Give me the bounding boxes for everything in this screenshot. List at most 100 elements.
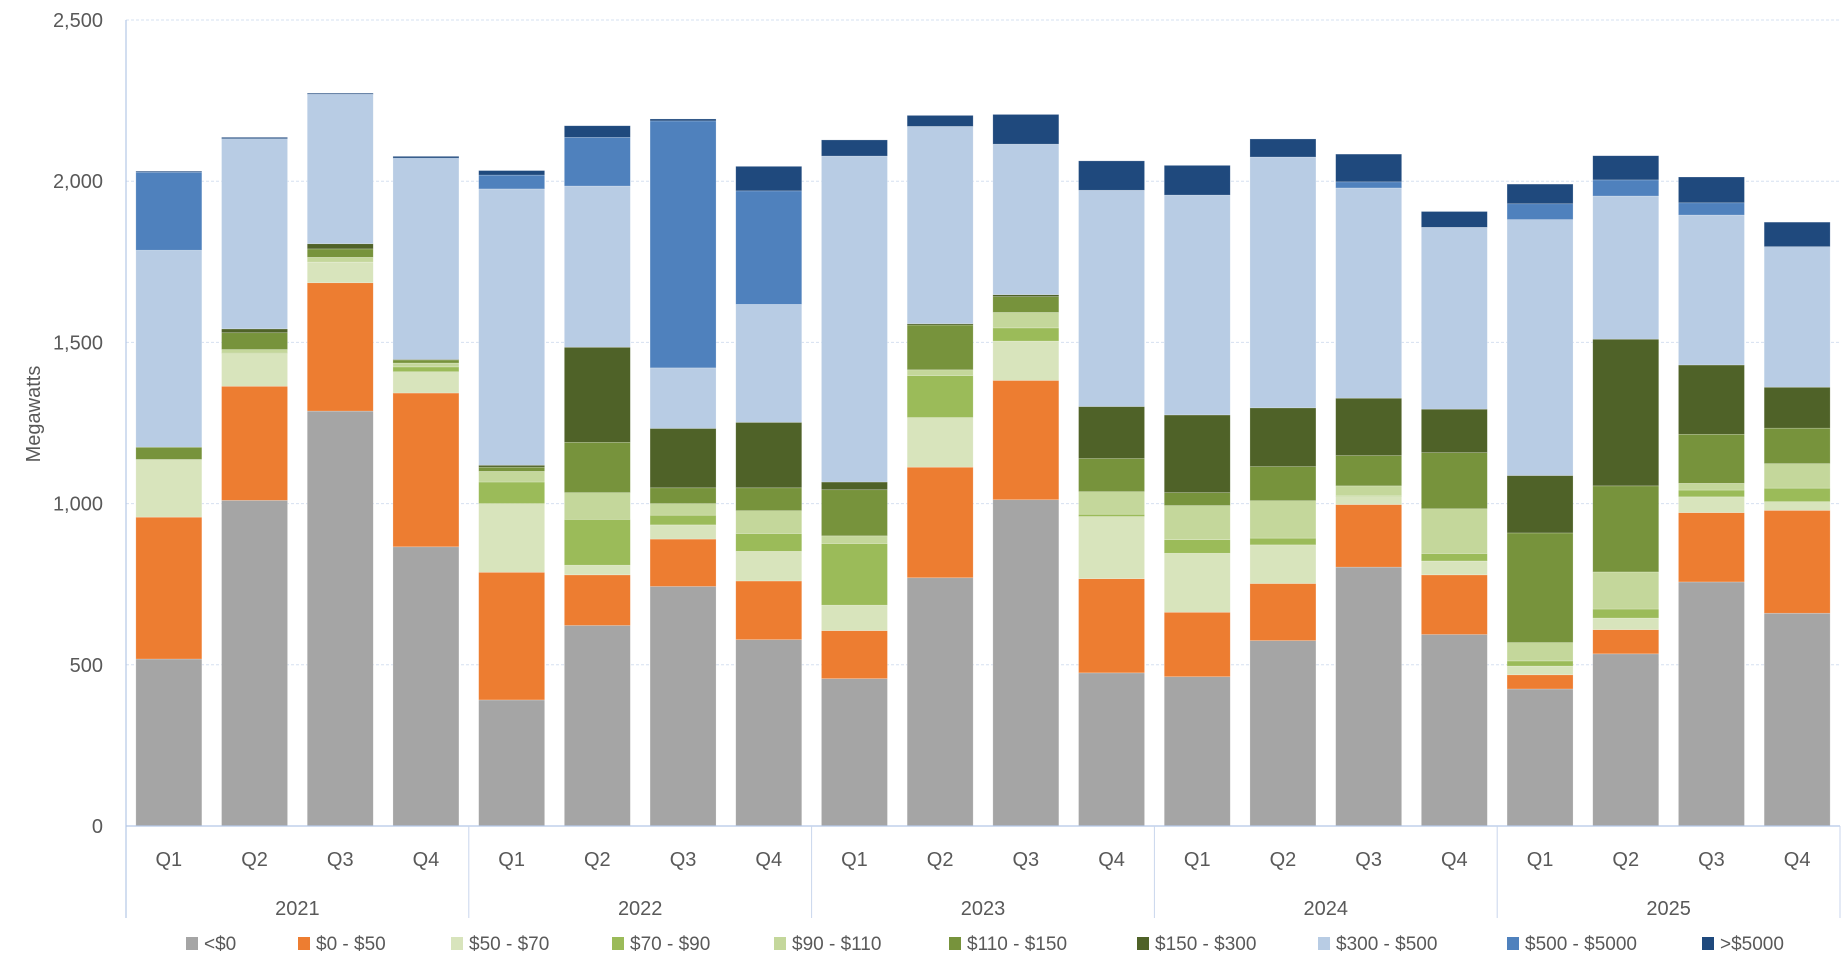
bar-segment-0 bbox=[1678, 581, 1745, 827]
bar-segment-1 bbox=[1335, 504, 1402, 568]
x-tick-label: Q1 bbox=[498, 849, 525, 871]
bar-segment-3 bbox=[906, 375, 974, 418]
legend-label: $150 - $300 bbox=[1155, 934, 1256, 955]
bar-segment-0 bbox=[906, 577, 974, 827]
bar-segment-8 bbox=[1506, 203, 1574, 220]
bar-segment-5 bbox=[392, 359, 460, 364]
bar-segment-8 bbox=[135, 171, 203, 251]
x-tick-label: Q2 bbox=[241, 849, 268, 871]
bar-segment-6 bbox=[1335, 397, 1402, 456]
bar-segment-2 bbox=[1078, 516, 1145, 580]
bar-segment-2 bbox=[1763, 501, 1831, 511]
bar-segment-0 bbox=[1763, 612, 1831, 827]
bar-segment-3 bbox=[1763, 487, 1831, 502]
legend-swatch bbox=[1137, 937, 1149, 950]
bar-segment-7 bbox=[1335, 187, 1402, 399]
legend-label: >$5000 bbox=[1720, 934, 1784, 955]
bar-segment-0 bbox=[1078, 672, 1145, 827]
bar-segment-6 bbox=[1421, 408, 1488, 453]
bar-segment-2 bbox=[1335, 496, 1402, 505]
bar-segment-0 bbox=[564, 625, 631, 827]
bar-segment-4 bbox=[1506, 642, 1574, 662]
bar-segment-7 bbox=[1592, 195, 1660, 340]
bar-segment-4 bbox=[649, 503, 717, 516]
x-tick-label: Q1 bbox=[156, 849, 183, 871]
bar-segment-0 bbox=[821, 678, 888, 827]
bar-segment-7 bbox=[821, 155, 888, 483]
bar-segment-7 bbox=[1506, 219, 1574, 476]
bar-segment-3 bbox=[392, 366, 460, 373]
bar-segment-6 bbox=[306, 243, 374, 250]
legend-item: $50 - $70 bbox=[451, 934, 549, 955]
bar-segment-4 bbox=[1335, 485, 1402, 497]
legend-item: $70 - $90 bbox=[612, 934, 710, 955]
bar-segment-1 bbox=[221, 385, 288, 501]
legend-label: $300 - $500 bbox=[1336, 934, 1437, 955]
x-tick-label: Q4 bbox=[413, 849, 440, 871]
bar-segment-4 bbox=[1249, 500, 1317, 539]
legend-item: $300 - $500 bbox=[1318, 934, 1437, 955]
bar-segment-6 bbox=[1249, 407, 1317, 467]
bar-segment-9 bbox=[478, 170, 545, 176]
bar-segment-5 bbox=[821, 489, 888, 537]
bar-segment-3 bbox=[1163, 539, 1231, 554]
bar-segment-5 bbox=[906, 324, 974, 371]
bar-segment-1 bbox=[821, 630, 888, 679]
bar-segment-9 bbox=[306, 92, 374, 95]
bar-segment-0 bbox=[1335, 566, 1402, 827]
x-group-label: 2021 bbox=[275, 898, 320, 920]
bar-segment-1 bbox=[735, 580, 803, 640]
bar-segment-4 bbox=[821, 535, 888, 544]
bar-segment-5 bbox=[1763, 427, 1831, 464]
bar-segment-7 bbox=[1163, 194, 1231, 416]
x-axis: Q1 Q2 Q3 Q4 2021 Q1 Q2 Q3 Q4 2022 Q1 Q2 Q3 Q4 2023 Q1 Q2… bbox=[125, 20, 1841, 920]
bar-segment-4 bbox=[1592, 571, 1660, 610]
y-tick-label: 2,500 bbox=[53, 10, 103, 32]
bar-segment-7 bbox=[1078, 189, 1145, 407]
bar-segment-9 bbox=[649, 118, 717, 122]
bar-segment-9 bbox=[735, 166, 803, 192]
bar-segment-5 bbox=[478, 466, 545, 472]
bar-segment-7 bbox=[1763, 246, 1831, 388]
bar-segment-1 bbox=[564, 574, 631, 626]
bar-segment-0 bbox=[649, 586, 717, 827]
y-tick-label: 1,500 bbox=[53, 332, 103, 354]
legend-label: $110 - $150 bbox=[967, 934, 1067, 955]
legend-item: >$5000 bbox=[1702, 934, 1784, 955]
bar-segment-6 bbox=[1506, 475, 1574, 534]
bar-segment-6 bbox=[221, 328, 288, 334]
legend-label: <$0 bbox=[204, 934, 236, 955]
bar-segment-3 bbox=[1078, 513, 1145, 517]
bar-segment-4 bbox=[564, 492, 631, 520]
bar-segment-0 bbox=[1163, 676, 1231, 827]
bar-segment-9 bbox=[1592, 155, 1660, 181]
bar-segment-1 bbox=[1592, 629, 1660, 655]
x-group-label: 2024 bbox=[1304, 898, 1349, 920]
bar-segment-7 bbox=[392, 158, 460, 360]
bar-segment-5 bbox=[135, 446, 203, 460]
bar-segment-1 bbox=[135, 516, 203, 660]
bar-segment-2 bbox=[992, 340, 1060, 381]
legend-item: $150 - $300 bbox=[1137, 934, 1256, 955]
legend-item: <$0 bbox=[186, 934, 236, 955]
bar-segment-7 bbox=[478, 188, 545, 466]
bar-segment-0 bbox=[1592, 653, 1660, 827]
bar-segment-0 bbox=[135, 658, 203, 827]
bar-segment-7 bbox=[1249, 156, 1317, 409]
x-tick-label: Q2 bbox=[927, 849, 954, 871]
bar-segment-1 bbox=[1163, 611, 1231, 678]
bar-segment-9 bbox=[1335, 153, 1402, 183]
bar-segment-9 bbox=[1506, 183, 1574, 205]
bar-segment-2 bbox=[564, 564, 631, 576]
bar-segment-5 bbox=[1421, 452, 1488, 510]
legend-item: $110 - $150 bbox=[949, 934, 1067, 955]
legend-item: $90 - $110 bbox=[774, 934, 881, 955]
bar-segment-0 bbox=[992, 499, 1060, 827]
bar-segment-2 bbox=[221, 353, 288, 387]
x-tick-label: Q4 bbox=[1441, 849, 1468, 871]
bar-segment-9 bbox=[821, 139, 888, 157]
bar-segment-4 bbox=[221, 349, 288, 353]
bar-segment-7 bbox=[992, 143, 1060, 295]
bar-segment-2 bbox=[1506, 665, 1574, 676]
bar-segment-9 bbox=[906, 115, 974, 127]
